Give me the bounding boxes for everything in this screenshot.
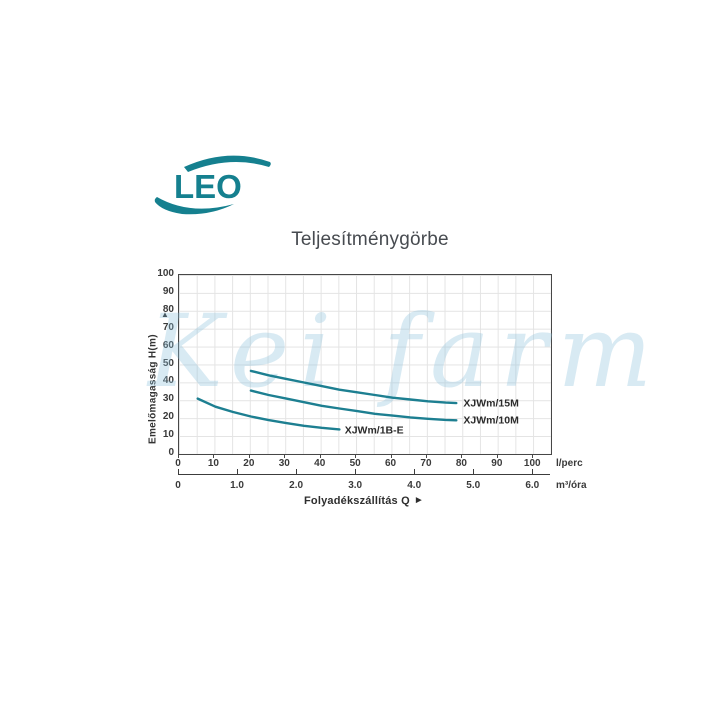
primary-unit-label: l/perc [556, 458, 583, 469]
x-tick-mark [178, 454, 179, 458]
y-tick-label: 70 [162, 321, 174, 333]
series-label: XJWm/15M [463, 397, 519, 409]
series-label: XJWm/1B-E [344, 424, 403, 436]
x2-tick-mark [532, 469, 534, 474]
x-tick-label: 40 [314, 458, 326, 469]
curve-XJWm/10M [249, 388, 457, 421]
x-axis-title-text: Folyadékszállítás Q [303, 495, 410, 507]
x2-tick-mark [355, 469, 357, 474]
y-tick-label: 10 [162, 429, 174, 441]
logo-swoosh-bottom-icon [154, 197, 234, 215]
x-tick-mark [284, 454, 286, 458]
x2-tick-label: 1.0 [230, 480, 244, 491]
y-tick-label: 50 [162, 357, 174, 369]
x2-tick-mark [414, 469, 416, 474]
x-tick-mark [425, 454, 427, 458]
x-tick-label: 50 [349, 458, 361, 469]
y-tick-label: 100 [157, 268, 174, 279]
x-tick-label: 10 [207, 458, 219, 469]
x-tick-label: 60 [385, 458, 397, 469]
right-arrow-icon: ► [413, 495, 424, 506]
logo-text: LEO [174, 168, 242, 205]
y-tick-label: 60 [162, 339, 174, 351]
series-label: XJWm/10M [463, 414, 519, 426]
curve-XJWm/1B-E [196, 396, 341, 431]
x2-tick-label: 3.0 [348, 480, 363, 491]
x-tick-mark [532, 454, 534, 458]
x-tick-mark [248, 454, 250, 458]
up-arrow-icon: ▲ [161, 310, 169, 319]
x-axis-title: Folyadékszállítás Q ► [178, 495, 550, 507]
x-tick-label: 90 [491, 458, 503, 469]
x-tick-mark [461, 454, 463, 458]
x-tick-label: 80 [455, 458, 467, 469]
performance-chart: Kei farm XJWm/15M XJWm/10M XJWm/1B-E ▲ Eme… [140, 264, 653, 524]
plot-area [178, 274, 552, 455]
x-tick-label: 30 [278, 458, 290, 469]
y-tick-label: 80 [162, 303, 174, 315]
x-tick-label: 20 [243, 458, 255, 469]
x2-tick-mark [473, 469, 475, 474]
x2-tick-label: 0 [175, 480, 181, 491]
x2-tick-mark [296, 469, 298, 474]
logo-swoosh-top-icon [184, 155, 271, 172]
x-tick-mark [390, 454, 392, 458]
curves-layer: XJWm/15M XJWm/10M XJWm/1B-E [196, 369, 519, 436]
x2-tick-mark [178, 469, 179, 474]
x-tick-mark [355, 454, 357, 458]
x2-tick-label: 4.0 [407, 480, 422, 491]
x-tick-mark [496, 454, 498, 458]
y-tick-label: 40 [162, 375, 174, 387]
y-tick-label: 90 [162, 285, 174, 297]
x-tick-mark [319, 454, 321, 458]
x-tick-label: 100 [523, 458, 541, 469]
curve-XJWm/15M [249, 369, 457, 404]
secondary-axis-line [178, 474, 550, 475]
y-tick-label: 0 [168, 447, 174, 458]
x2-tick-label: 6.0 [525, 480, 540, 491]
leo-logo: LEO [154, 155, 271, 215]
x-tick-label: 0 [175, 458, 181, 469]
x-tick-label: 70 [420, 458, 432, 469]
x2-tick-label: 5.0 [466, 480, 481, 491]
y-tick-label: 20 [162, 411, 174, 423]
x2-tick-mark [237, 469, 239, 474]
x2-tick-label: 2.0 [289, 480, 304, 491]
page-title: Teljesítménygörbe [291, 229, 449, 250]
secondary-unit-label: m³/óra [556, 480, 587, 491]
x-tick-mark [213, 454, 215, 458]
y-tick-label: 30 [162, 393, 174, 405]
